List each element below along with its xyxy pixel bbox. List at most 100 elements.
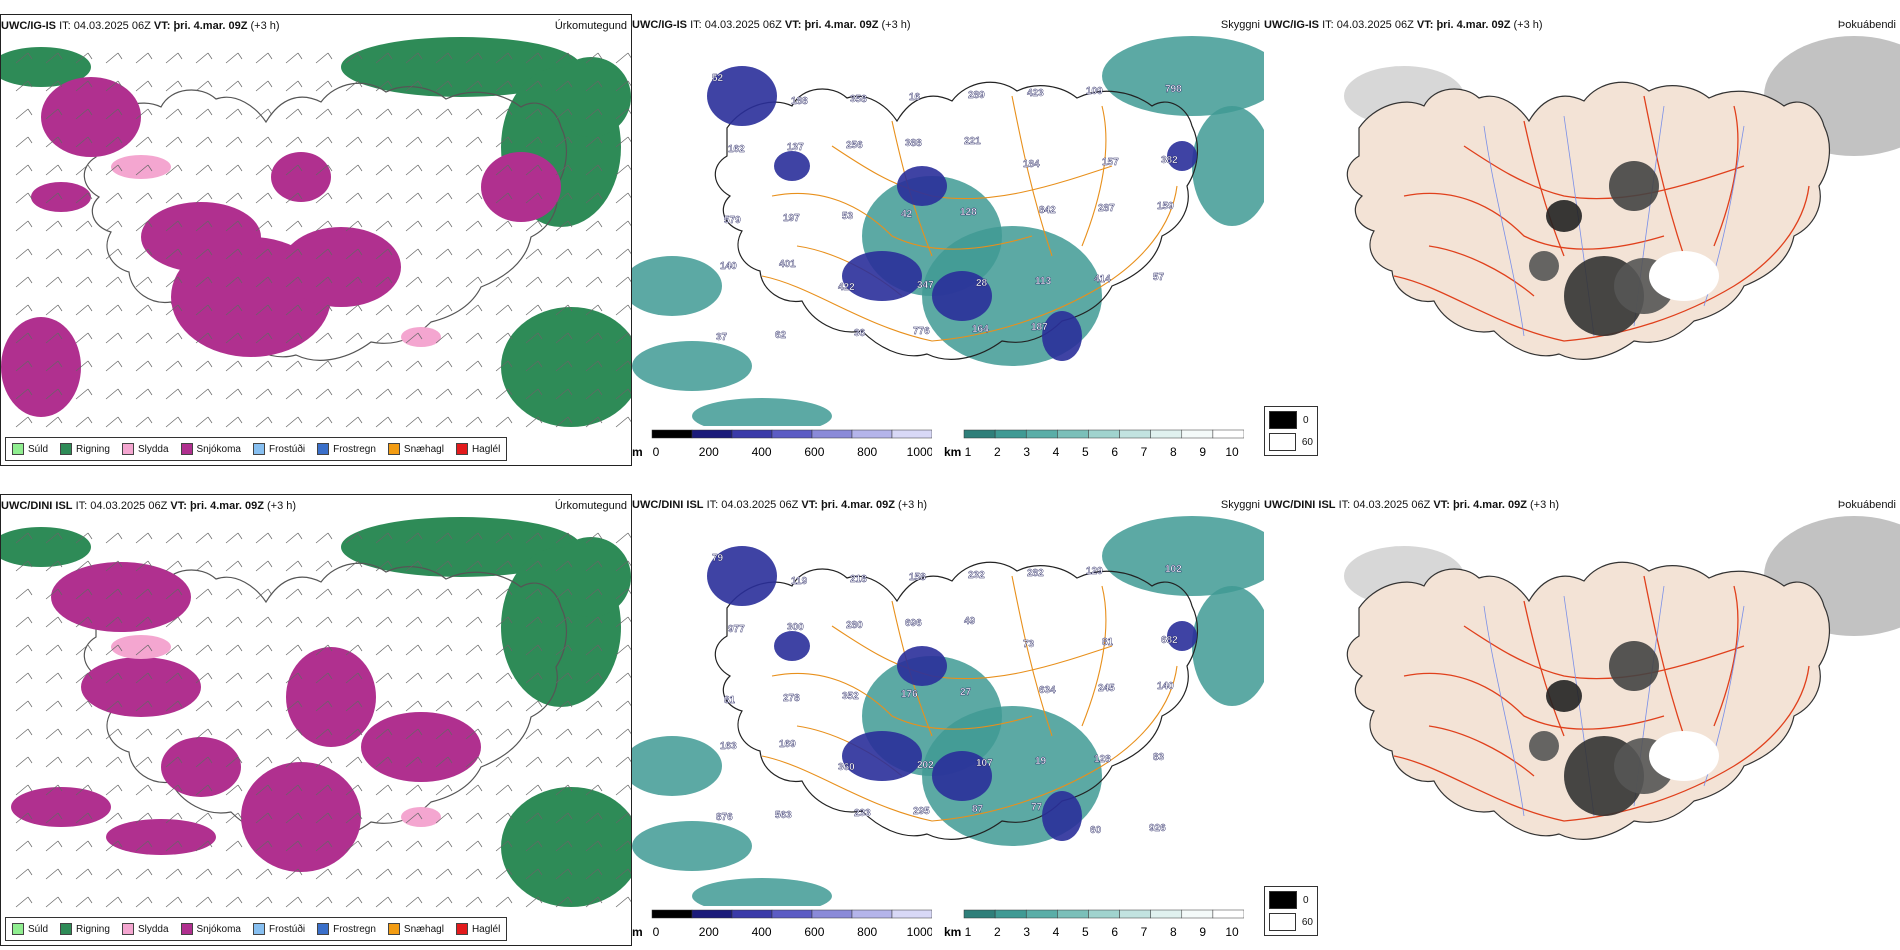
legend-swatch <box>455 923 468 935</box>
fog-cell <box>1529 251 1559 281</box>
colorbar-tick: 7 <box>1141 445 1148 459</box>
init-time-label: IT: <box>706 499 719 511</box>
fog-panel: UWC/IG-IS IT: 04.03.2025 06Z VT: þri. 4.… <box>1264 14 1900 464</box>
colorbar-unit: m <box>632 925 643 939</box>
legend-label: Frostregn <box>333 443 376 455</box>
colorbar-segment <box>1057 429 1089 439</box>
colorbar-tick: 6 <box>1111 445 1118 459</box>
cloud-base-value: 696 <box>905 618 922 629</box>
cloud-base-value: 77 <box>1031 802 1043 813</box>
panel-header: UWC/IG-IS IT: 04.03.2025 06Z VT: þri. 4.… <box>1 15 631 37</box>
legend-swatch <box>12 923 24 935</box>
low-cloud-cell <box>842 731 922 781</box>
cloud-base-value: 233 <box>854 808 871 819</box>
cloud-base-value: 245 <box>1098 683 1115 694</box>
cloud-base-value: 16 <box>909 92 921 103</box>
legend-item: Snjókoma <box>180 443 241 455</box>
precip-type-legend: Súld Rigning Slydda Snjókoma Frostúði Frostre… <box>5 437 508 461</box>
snow-area <box>161 737 241 797</box>
fog-panel: UWC/DINI ISL IT: 04.03.2025 06Z VT: þri.… <box>1264 494 1900 944</box>
cloud-base-value: 169 <box>779 739 796 750</box>
cloud-base-value: 140 <box>1157 681 1174 692</box>
cloud-base-value: 109 <box>1086 86 1103 97</box>
low-cloud-cell <box>897 166 947 206</box>
snow-area <box>286 647 376 747</box>
legend-item: Rigning <box>60 443 110 455</box>
init-time-value: 04.03.2025 06Z <box>1353 499 1431 511</box>
legend-swatch <box>317 923 330 935</box>
legend-swatch <box>455 443 468 455</box>
precip-type-map <box>1 517 631 908</box>
lead-time: (+3 h) <box>267 500 297 512</box>
fog-legend-label: 60 <box>1301 916 1313 928</box>
iceland-coastline <box>83 562 567 841</box>
colorbar-segment <box>691 909 733 919</box>
colorbar-segment <box>1088 909 1120 919</box>
cloud-base-value: 162 <box>728 144 745 155</box>
valid-time-value: þri. 4.mar. 09Z <box>1452 499 1527 511</box>
cloud-base-value: 842 <box>1039 205 1056 216</box>
low-cloud-cell <box>774 631 810 661</box>
colorbar-tick: 8 <box>1170 925 1177 939</box>
colorbar-tick: 2 <box>994 925 1001 939</box>
colorbar-segment <box>851 909 893 919</box>
colorbar-segment <box>891 909 932 919</box>
rain-area <box>1 527 91 567</box>
cloud-panel: UWC/DINI ISL IT: 04.03.2025 06Z VT: þri.… <box>632 494 1264 944</box>
colorbar-tick: 8 <box>1170 445 1177 459</box>
cloud-base-value: 278 <box>783 693 800 704</box>
colorbar-segment <box>811 909 853 919</box>
low-visibility-area <box>1192 586 1264 706</box>
fog-legend-swatch <box>1269 411 1297 429</box>
init-time-value: 04.03.2025 06Z <box>90 500 168 512</box>
fog-indicator-map <box>1344 516 1900 840</box>
snow-area <box>81 657 201 717</box>
panel-title: Skyggni <box>1220 19 1260 31</box>
legend-item: Frostregn <box>317 443 376 455</box>
cloud-base-value: 158 <box>909 572 926 583</box>
legend-label: Snæhagl <box>403 443 444 455</box>
colorbar-segment <box>1088 429 1120 439</box>
snow-area <box>1 317 81 417</box>
cloud-base-value: 414 <box>1094 274 1111 285</box>
legend-swatch <box>60 923 73 935</box>
low-cloud-cell <box>1167 621 1197 651</box>
colorbar-segment <box>731 429 773 439</box>
model-source: UWC/IG-IS <box>632 19 687 31</box>
cloud-base-value: 295 <box>913 806 930 817</box>
sleet-area <box>111 155 171 179</box>
legend-swatch <box>317 443 330 455</box>
cloud-base-labels: 52 188 358 16 289 423 109 798 162 137 256 388 221 184… <box>712 73 1183 343</box>
colorbar-segment <box>1150 909 1183 919</box>
fog-legend-swatch <box>1269 433 1296 451</box>
colorbar-tick: 4 <box>1053 445 1060 459</box>
valid-time-label: VT: <box>801 499 818 511</box>
colorbar-tick: 2 <box>994 445 1001 459</box>
cloud-base-labels: 79 119 218 158 232 282 129 102 977 300 280 696 49 73 8… <box>712 553 1183 836</box>
cloud-base-value: 28 <box>976 278 988 289</box>
colorbar-segment <box>1212 909 1244 919</box>
fog-legend-label: 60 <box>1301 436 1313 448</box>
colorbar-segment <box>691 429 733 439</box>
model-source: UWC/IG-IS <box>1 20 56 32</box>
cloud-base-value: 634 <box>1039 685 1056 696</box>
clear-area <box>1649 251 1719 301</box>
precip-type-map <box>1 37 631 428</box>
rain-area <box>341 517 581 577</box>
colorbar-segment <box>851 429 893 439</box>
init-time-label: IT: <box>690 19 702 31</box>
fog-legend-swatch <box>1269 891 1297 909</box>
cloud-base-value: 218 <box>850 574 867 585</box>
visibility-map: 52 188 358 16 289 423 109 798 162 137 256 388 221 184… <box>632 36 1264 426</box>
cloud-base-value: 140 <box>720 261 737 272</box>
init-time-value: 04.03.2025 06Z <box>1336 19 1414 31</box>
panel-title: Úrkomutegund <box>554 500 627 512</box>
cloud-base-value: 128 <box>1094 754 1111 765</box>
precip-type-legend: Súld Rigning Slydda Snjókoma Frostúði Frostre… <box>5 917 508 941</box>
cloud-panel: UWC/IG-IS IT: 04.03.2025 06Z VT: þri. 4.… <box>632 14 1264 464</box>
low-visibility-area <box>632 341 752 391</box>
legend-item: Snjókoma <box>180 923 241 935</box>
legend-label: Snjókoma <box>196 443 241 455</box>
cloud-base-value: 358 <box>850 94 867 105</box>
cloud-base-value: 52 <box>712 73 724 84</box>
